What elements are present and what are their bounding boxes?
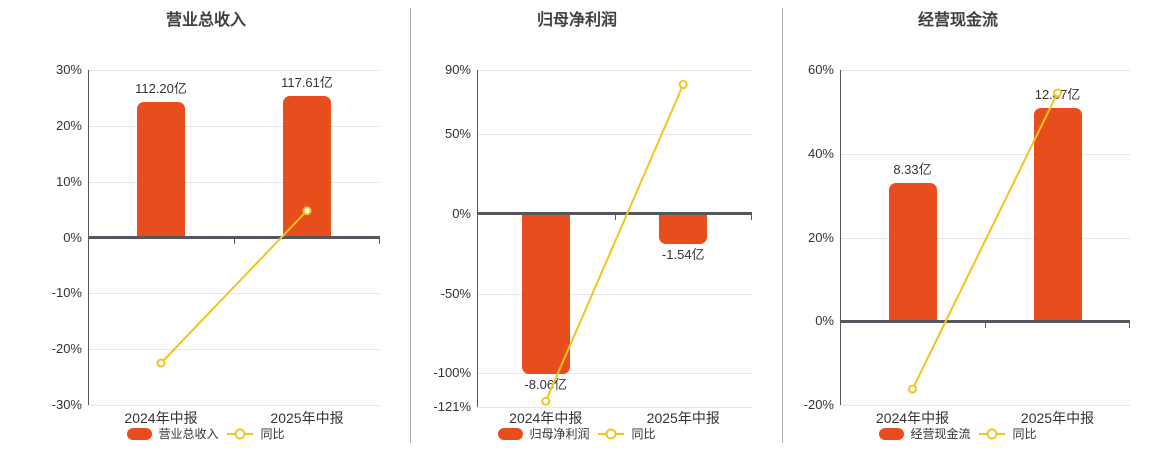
- x-axis-tick: [614, 215, 616, 221]
- yoy-line: [160, 210, 308, 364]
- y-tick-label: 60%: [807, 62, 834, 77]
- yoy-marker: [156, 358, 166, 368]
- legend: 经营现金流 同比: [808, 427, 1108, 441]
- category-label[interactable]: 2024年中报: [509, 410, 583, 426]
- gridline: [477, 133, 752, 135]
- y-tick-label: -100%: [433, 365, 471, 381]
- gridline: [840, 405, 1130, 406]
- bar-legend-swatch[interactable]: [498, 428, 524, 440]
- y-tick-label: -30%: [51, 397, 82, 412]
- gridline: [840, 70, 1130, 71]
- y-tick-label: 40%: [807, 145, 834, 161]
- chart-title: 经营现金流: [917, 12, 998, 29]
- zero-axis-line: [477, 212, 752, 216]
- line-legend-icon[interactable]: [597, 433, 624, 435]
- gridline: [88, 181, 380, 183]
- bar: [888, 183, 937, 322]
- gridline: [88, 70, 380, 71]
- x-axis-tick: [985, 322, 986, 328]
- yoy-marker: [302, 206, 312, 216]
- y-tick-label: -50%: [440, 285, 471, 301]
- panel-divider: [782, 8, 783, 443]
- category-label[interactable]: 2024年中报: [124, 410, 198, 426]
- yoy-marker: [908, 384, 917, 394]
- yoy-marker: [678, 80, 688, 90]
- gridline: [477, 70, 752, 71]
- zero-axis-line: [88, 236, 380, 239]
- line-legend-label[interactable]: 同比: [1012, 427, 1037, 441]
- category-label[interactable]: 2025年中报: [1020, 410, 1095, 426]
- y-tick-label: 50%: [444, 125, 471, 141]
- bar: [659, 213, 708, 245]
- yoy-marker: [541, 396, 551, 406]
- line-legend-icon[interactable]: [226, 433, 253, 435]
- line-legend-label[interactable]: 同比: [631, 427, 656, 441]
- bar: [521, 213, 570, 375]
- chart-title: 营业总收入: [165, 12, 246, 29]
- legend: 营业总收入 同比: [56, 427, 356, 441]
- line-legend-icon[interactable]: [978, 433, 1005, 435]
- y-tick-label: 0%: [452, 205, 471, 221]
- gridline: [477, 407, 752, 408]
- bar-value-label: 117.61亿: [281, 74, 333, 90]
- category-label[interactable]: 2024年中报: [875, 410, 950, 426]
- y-tick-label: 0%: [63, 229, 82, 245]
- bar-legend-label[interactable]: 归母净利润: [529, 427, 590, 441]
- panel-divider: [410, 8, 411, 443]
- y-tick-label: -20%: [51, 341, 82, 357]
- y-axis-line: [840, 70, 841, 405]
- gridline: [840, 153, 1130, 155]
- bar-value-label: -8.06亿: [524, 377, 568, 393]
- bar-legend-label[interactable]: 经营现金流: [910, 427, 971, 441]
- y-tick-label: -10%: [51, 285, 82, 301]
- gridline: [88, 125, 380, 127]
- x-axis-tick: [234, 239, 235, 244]
- gridline: [88, 405, 380, 406]
- bar-legend-label[interactable]: 营业总收入: [158, 427, 219, 441]
- bar-value-label: 112.20亿: [135, 81, 187, 97]
- y-tick-label: 20%: [55, 117, 82, 133]
- bar-legend-swatch[interactable]: [879, 428, 905, 440]
- y-tick-label: 20%: [807, 229, 834, 245]
- category-label[interactable]: 2025年中报: [270, 410, 344, 426]
- bar: [137, 102, 185, 238]
- bar-value-label: -1.54亿: [661, 247, 705, 263]
- gridline: [477, 373, 752, 375]
- y-tick-label: -121%: [433, 399, 471, 414]
- chart-title: 归母净利润: [536, 12, 617, 29]
- x-axis-tick: [1129, 322, 1130, 328]
- gridline: [88, 349, 380, 351]
- y-tick-label: -20%: [803, 397, 834, 412]
- bar-value-label: 8.33亿: [893, 162, 932, 178]
- bar-legend-swatch[interactable]: [127, 428, 153, 440]
- line-legend-label[interactable]: 同比: [260, 427, 285, 441]
- x-axis-tick: [379, 239, 380, 244]
- yoy-line: [544, 84, 685, 402]
- zero-axis-line: [840, 319, 1130, 323]
- yoy-line: [911, 92, 1059, 390]
- y-tick-label: 0%: [815, 313, 834, 329]
- bar: [1033, 107, 1082, 322]
- gridline: [840, 237, 1130, 239]
- y-axis-line: [88, 70, 89, 405]
- legend: 归母净利润 同比: [427, 427, 727, 441]
- y-axis-line: [477, 70, 478, 407]
- y-tick-label: 90%: [444, 62, 471, 77]
- y-tick-label: 10%: [55, 173, 82, 189]
- x-axis-tick: [751, 215, 752, 221]
- yoy-marker: [1053, 88, 1062, 98]
- category-label[interactable]: 2025年中报: [646, 410, 720, 426]
- gridline: [88, 293, 380, 295]
- y-tick-label: 30%: [55, 62, 82, 77]
- bar: [283, 95, 331, 238]
- gridline: [477, 293, 752, 295]
